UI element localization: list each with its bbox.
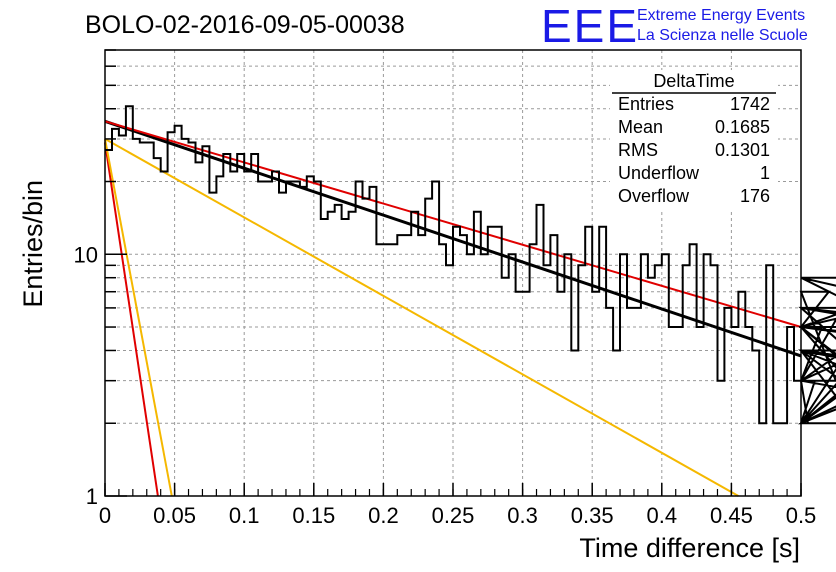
x-tick-label: 0.05 bbox=[153, 503, 196, 528]
y-tick-label: 10 bbox=[74, 242, 98, 267]
x-tick-label: 0.45 bbox=[710, 503, 753, 528]
stats-box: DeltaTime Entries 1742 Mean 0.1685 RMS 0… bbox=[610, 70, 778, 210]
fit-curve bbox=[104, 142, 159, 497]
stats-row-label: Overflow bbox=[618, 186, 690, 206]
x-tick-label: 0.2 bbox=[368, 503, 399, 528]
x-tick-label: 0.15 bbox=[292, 503, 335, 528]
x-axis-label: Time difference [s] bbox=[579, 533, 800, 563]
x-tick-label: 0 bbox=[99, 503, 111, 528]
stats-row-label: Mean bbox=[618, 117, 663, 137]
x-tick-label: 0.35 bbox=[571, 503, 614, 528]
fit-curve bbox=[104, 138, 173, 497]
stats-row-label: Underflow bbox=[618, 163, 700, 183]
chart-title: BOLO-02-2016-09-05-00038 bbox=[85, 11, 405, 39]
axis-ticks: 0 0.05 0.1 0.15 0.2 0.25 0.3 0.35 0.4 0.45 0.5 1 10 bbox=[74, 49, 817, 528]
logo-line-2: La Scienza nelle Scuole bbox=[637, 27, 808, 44]
x-tick-label: 0.5 bbox=[786, 503, 817, 528]
fit-curve bbox=[104, 120, 802, 328]
stats-row-value: 176 bbox=[740, 186, 770, 206]
y-tick-label: 1 bbox=[86, 484, 98, 509]
stats-row-value: 1 bbox=[760, 163, 770, 183]
stats-row-label: RMS bbox=[618, 140, 658, 160]
x-tick-label: 0.25 bbox=[432, 503, 475, 528]
stats-row-label: Entries bbox=[618, 94, 674, 114]
stats-row-value: 0.1301 bbox=[715, 140, 770, 160]
eee-logo-mark: EEE bbox=[541, 0, 639, 52]
y-axis-label: Entries/bin bbox=[18, 180, 48, 308]
x-tick-label: 0.3 bbox=[507, 503, 538, 528]
x-tick-label: 0.4 bbox=[647, 503, 678, 528]
stats-row-value: 1742 bbox=[730, 94, 770, 114]
logo-line-1: Extreme Energy Events bbox=[637, 7, 805, 24]
fit-curve bbox=[104, 138, 739, 497]
stats-box-title: DeltaTime bbox=[653, 71, 734, 91]
stats-row-value: 0.1685 bbox=[715, 117, 770, 137]
x-tick-label: 0.1 bbox=[229, 503, 260, 528]
